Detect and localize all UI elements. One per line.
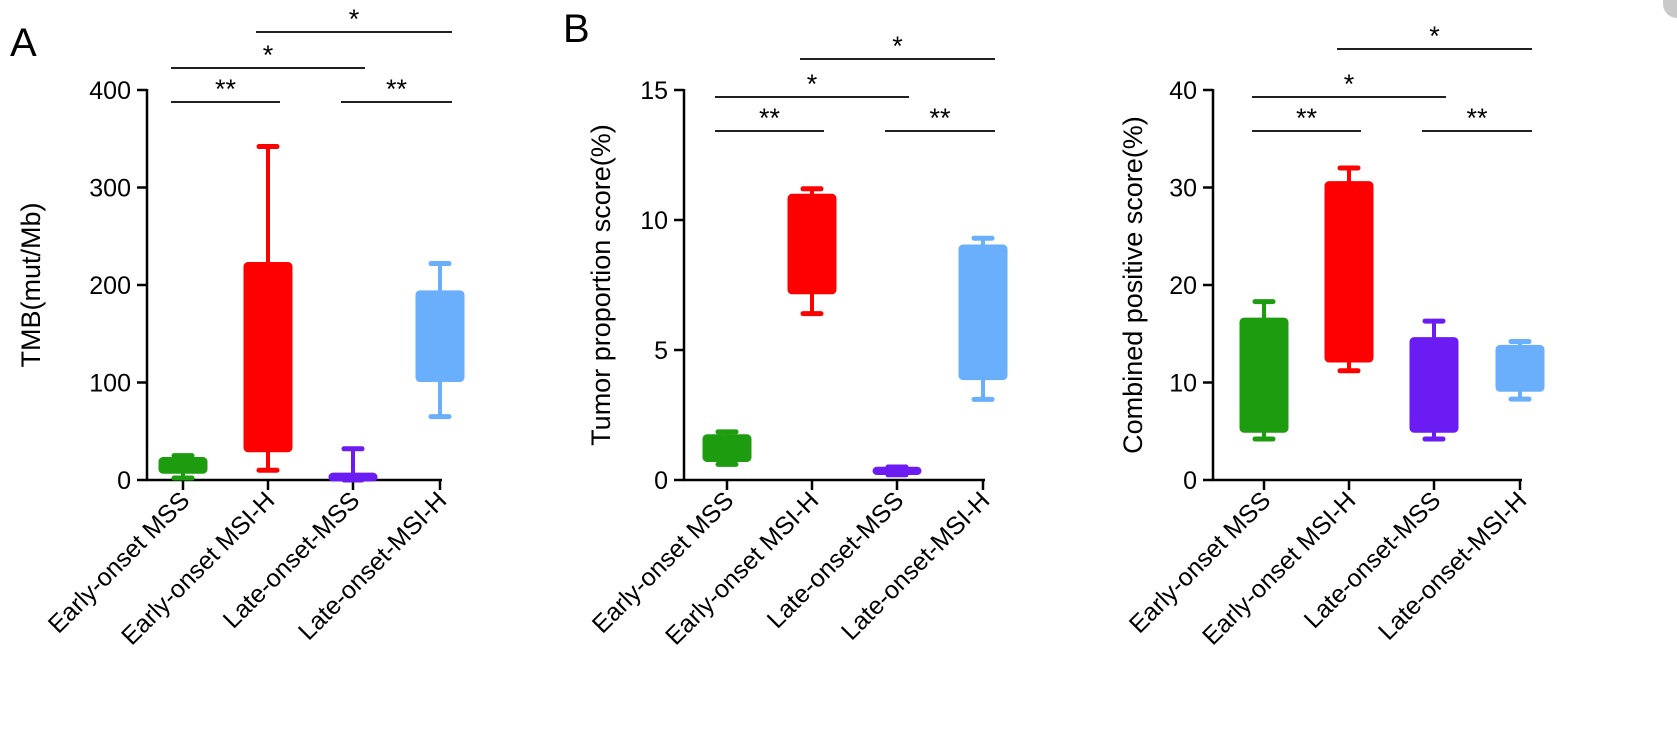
panel-letter-a: A: [10, 21, 37, 65]
significance-label: **: [1466, 103, 1488, 133]
significance-label: **: [929, 103, 951, 133]
significance-label: **: [1296, 103, 1318, 133]
box-1: [158, 453, 208, 481]
box-body: [1409, 337, 1459, 433]
significance-bracket: **: [715, 103, 824, 133]
box-2: [243, 144, 293, 473]
significance-label: *: [1429, 21, 1440, 51]
box-3: [1409, 318, 1459, 442]
box-2: [787, 186, 837, 317]
box-body: [243, 262, 293, 453]
box-1: [1239, 299, 1289, 442]
y-tick-label: 20: [1169, 272, 1197, 300]
y-tick-label: 15: [640, 77, 668, 105]
category-label: Late-onset-MSI-H: [836, 486, 995, 645]
y-axis-title: Tumor proportion score(%): [586, 124, 616, 446]
box-body: [415, 290, 465, 383]
significance-label: *: [807, 69, 818, 99]
y-tick-label: 0: [1183, 467, 1197, 495]
y-tick-label: 400: [89, 77, 131, 105]
y-tick-label: 0: [117, 467, 131, 495]
y-tick-label: 40: [1169, 77, 1197, 105]
box-1: [702, 429, 752, 467]
significance-bracket: *: [171, 40, 365, 70]
y-tick-label: 10: [640, 207, 668, 235]
box-body: [1239, 317, 1289, 433]
significance-label: **: [386, 74, 408, 104]
y-axis-title: TMB(mut/Mb): [16, 203, 46, 368]
box-3: [328, 446, 378, 483]
box-body: [958, 244, 1008, 381]
category-label: Late-onset-MSI-H: [1373, 486, 1532, 645]
y-tick-label: 5: [654, 337, 668, 365]
significance-bracket: *: [1337, 21, 1532, 51]
significance-bracket: *: [1252, 69, 1446, 99]
category-label: Early-onset MSS: [1124, 486, 1276, 638]
box-body: [1495, 344, 1545, 392]
category-label: Early-onset MSI-H: [116, 486, 280, 650]
box-4: [1495, 339, 1545, 402]
tps-box-plot: 0 5 10 15 Tumor proportion score(%) Early-ons…: [586, 31, 1008, 651]
y-axis-title: Combined positive score(%): [1118, 116, 1148, 454]
category-label: Early-onset MSS: [587, 486, 739, 638]
significance-bracket: *: [715, 69, 909, 99]
corner-decoration: [1663, 0, 1677, 18]
significance-bracket: **: [885, 103, 995, 133]
y-tick-label: 30: [1169, 175, 1197, 203]
category-label: Early-onset MSI-H: [660, 486, 824, 650]
significance-label: **: [759, 103, 781, 133]
significance-label: **: [215, 74, 237, 104]
tmb-box-plot: 0 100 200 300 400 TMB(mut/Mb) Early-onset MSSE…: [16, 4, 465, 651]
box-body: [328, 472, 378, 482]
significance-label: *: [1344, 69, 1355, 99]
significance-bracket: **: [171, 74, 280, 104]
box-body: [702, 434, 752, 462]
significance-bracket: **: [1252, 103, 1361, 133]
box-4: [958, 235, 1008, 402]
box-4: [415, 261, 465, 420]
y-tick-label: 300: [89, 175, 131, 203]
category-label: Early-onset MSS: [43, 486, 195, 638]
significance-label: *: [892, 31, 903, 61]
box-2: [1324, 165, 1374, 374]
significance-bracket: **: [1422, 103, 1532, 133]
significance-label: *: [263, 40, 274, 70]
significance-label: *: [349, 4, 360, 34]
significance-bracket: **: [341, 74, 452, 104]
y-tick-label: 0: [654, 467, 668, 495]
category-label: Early-onset MSI-H: [1197, 486, 1361, 650]
panel-letter-b: B: [563, 7, 590, 51]
y-tick-label: 200: [89, 272, 131, 300]
box-3: [872, 464, 922, 478]
box-body: [1324, 181, 1374, 363]
box-body: [787, 193, 837, 295]
significance-bracket: *: [256, 4, 452, 34]
box-body: [158, 457, 208, 474]
y-tick-label: 10: [1169, 370, 1197, 398]
y-tick-label: 100: [89, 370, 131, 398]
cps-box-plot: 0 10 20 30 40 Combined positive score(%) Early…: [1118, 21, 1545, 651]
box-body: [872, 466, 922, 475]
significance-bracket: *: [800, 31, 995, 61]
category-label: Late-onset-MSI-H: [293, 486, 452, 645]
